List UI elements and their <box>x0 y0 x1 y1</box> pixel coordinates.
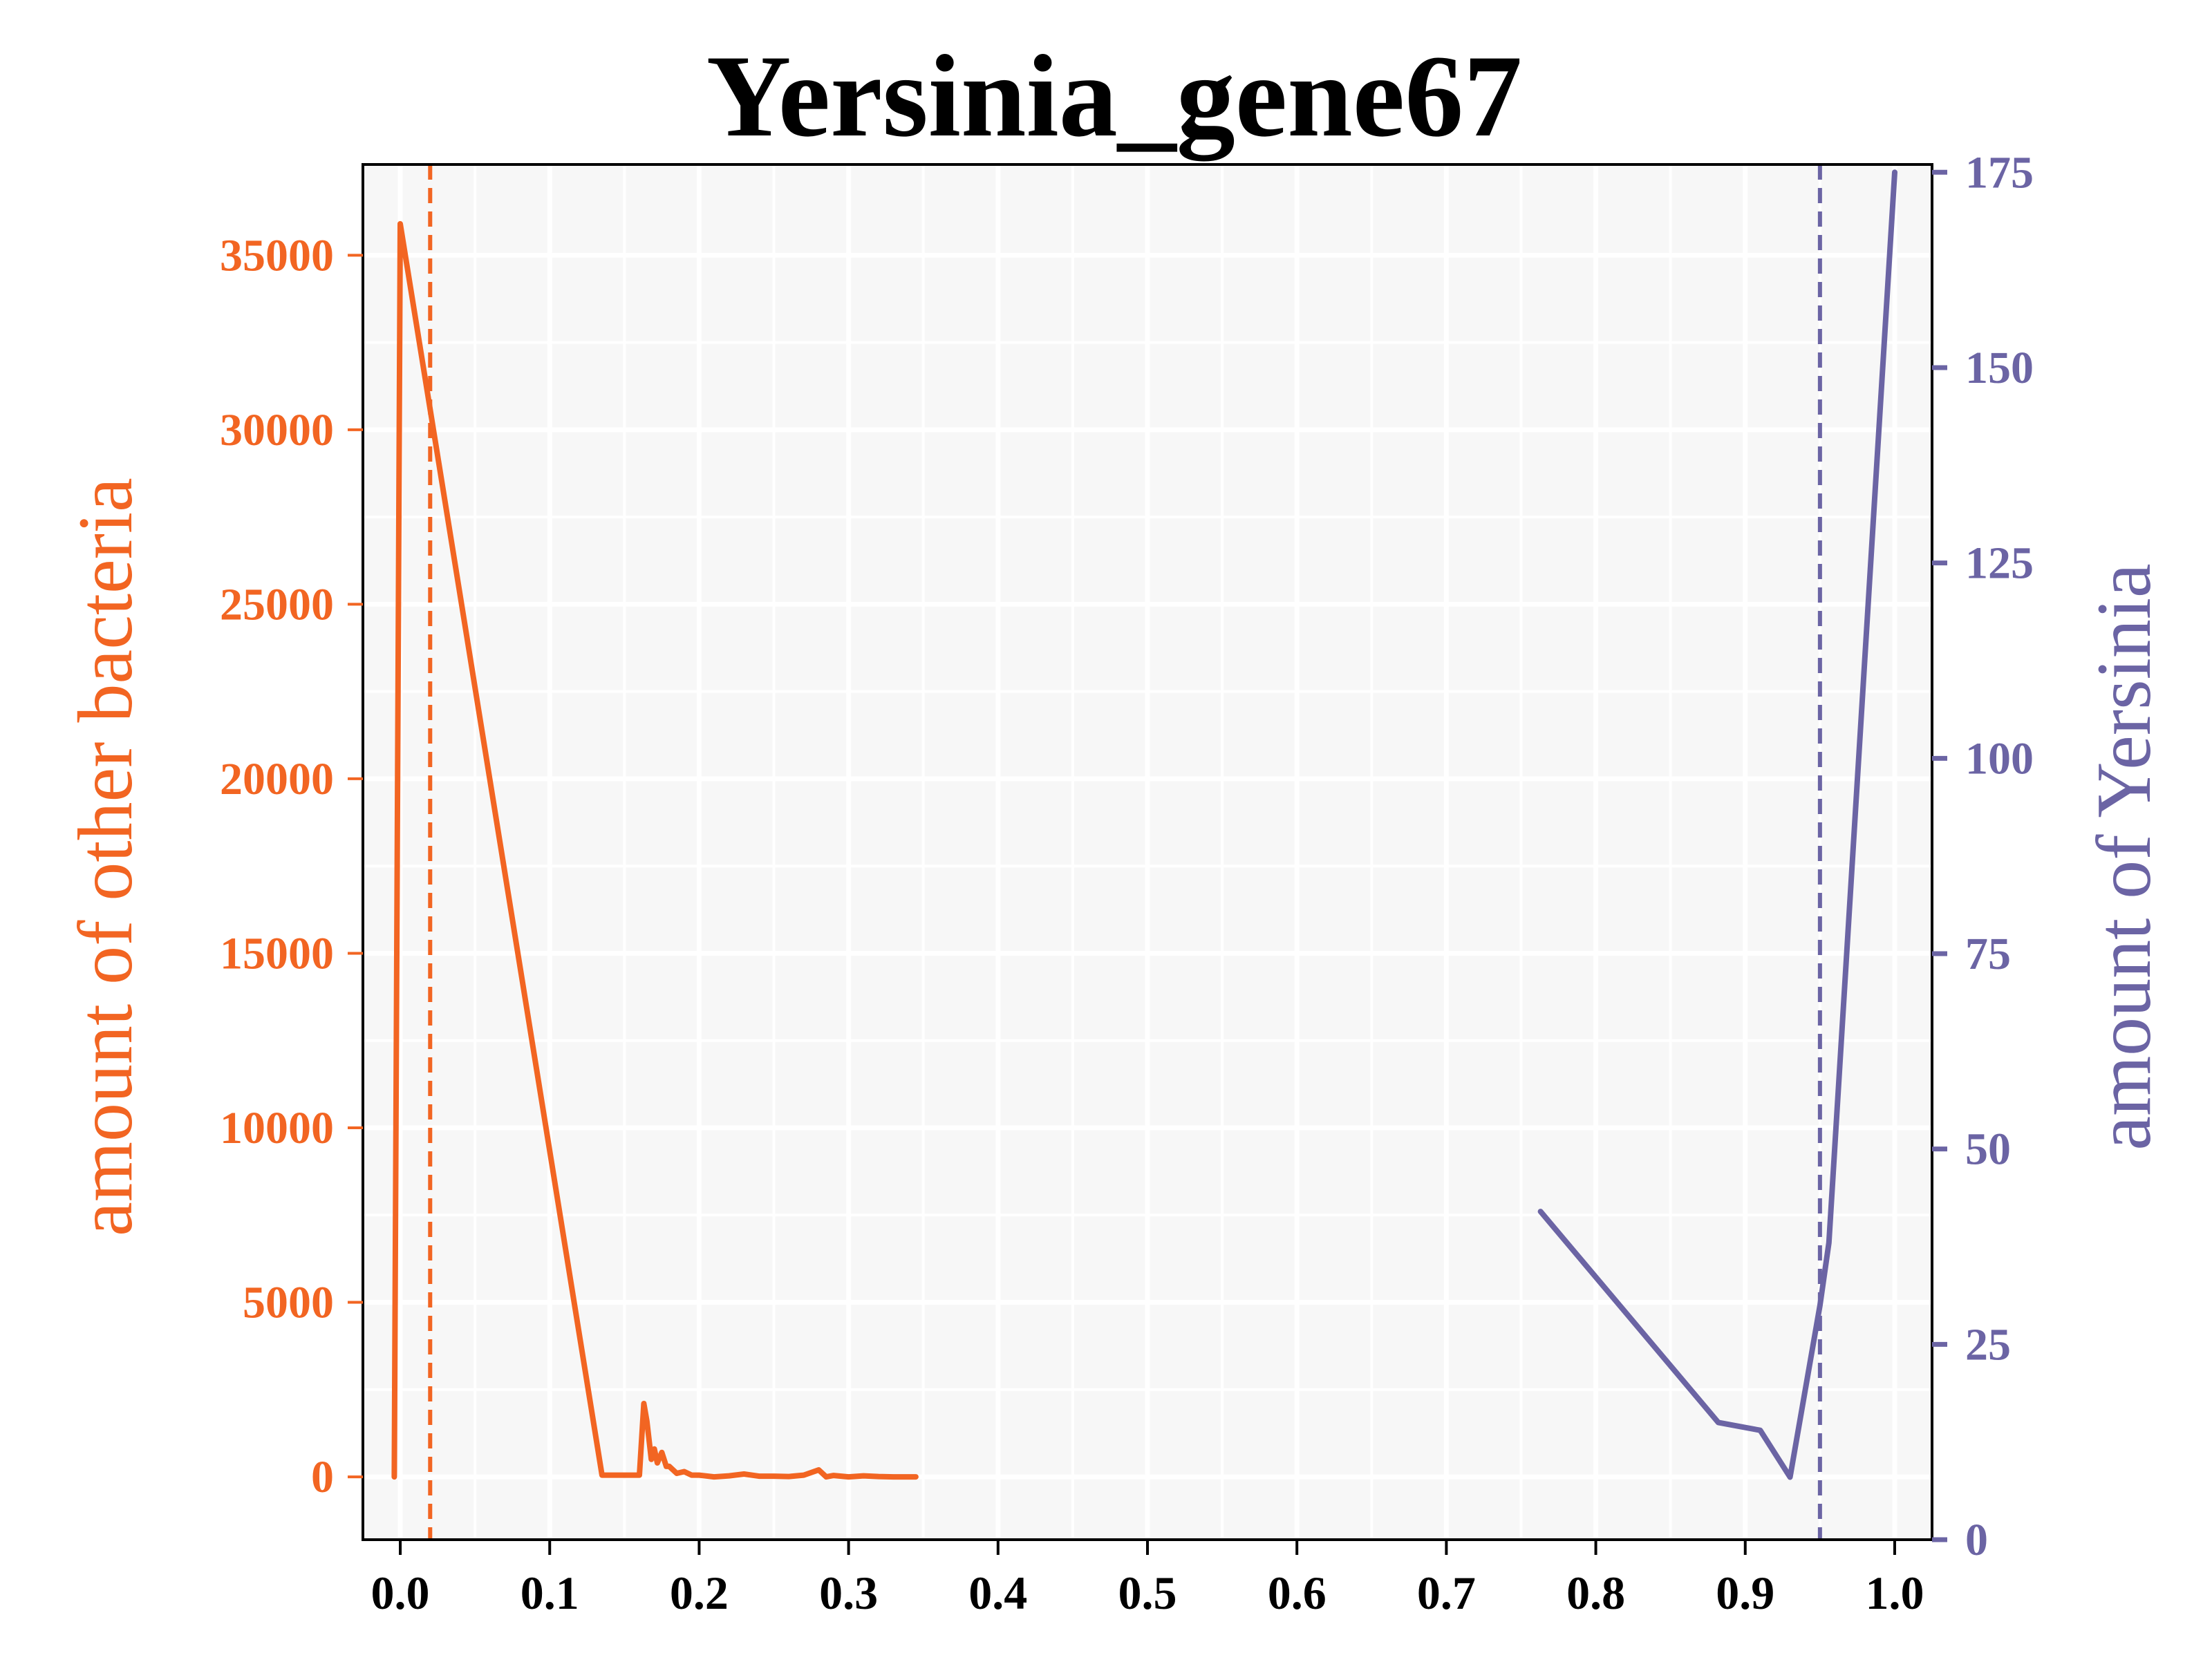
x-tick-label: 0.1 <box>521 1567 579 1619</box>
y-left-axis-label: amount of other bacteria <box>63 478 149 1236</box>
x-tick-label: 0.0 <box>371 1567 430 1619</box>
y-right-tick-label: 0 <box>1965 1515 1988 1565</box>
yersinia-series-line <box>1537 169 1897 1480</box>
y-right-tick-label: 50 <box>1965 1124 2011 1175</box>
y-left-tick-label: 25000 <box>220 579 334 630</box>
x-tick-label: 0.3 <box>819 1567 878 1619</box>
x-tick-label: 0.9 <box>1716 1567 1774 1619</box>
y-right-tick-label: 75 <box>1965 929 2011 979</box>
y-right-axis-label: amount of Yersinia <box>2081 563 2167 1150</box>
x-tick-label: 0.7 <box>1417 1567 1476 1619</box>
y-right-tick-label: 150 <box>1965 343 2034 393</box>
y-left-tick-label: 30000 <box>220 405 334 455</box>
x-tick-label: 0.6 <box>1268 1567 1327 1619</box>
y-left-tick-label: 35000 <box>220 230 334 281</box>
y-left-tick-label: 5000 <box>243 1278 334 1328</box>
other-bacteria-series-line <box>391 220 919 1480</box>
x-tick-label: 0.2 <box>670 1567 729 1619</box>
y-right-tick-label: 100 <box>1965 733 2034 784</box>
y-left-tick-label: 20000 <box>220 754 334 804</box>
y-right-tick-label: 175 <box>1965 147 2034 198</box>
y-left-tick-label: 0 <box>311 1452 334 1502</box>
y-right-tick-label: 125 <box>1965 538 2034 589</box>
x-tick-label: 0.4 <box>968 1567 1027 1619</box>
y-left-tick-label: 15000 <box>220 928 334 979</box>
x-tick-label: 0.5 <box>1118 1567 1177 1619</box>
x-tick-label: 1.0 <box>1865 1567 1924 1619</box>
y-right-tick-label: 25 <box>1965 1319 2011 1370</box>
y-left-tick-label: 10000 <box>220 1103 334 1153</box>
chart-title: Yersinia_gene67 <box>706 31 1522 161</box>
x-tick-label: 0.8 <box>1566 1567 1625 1619</box>
